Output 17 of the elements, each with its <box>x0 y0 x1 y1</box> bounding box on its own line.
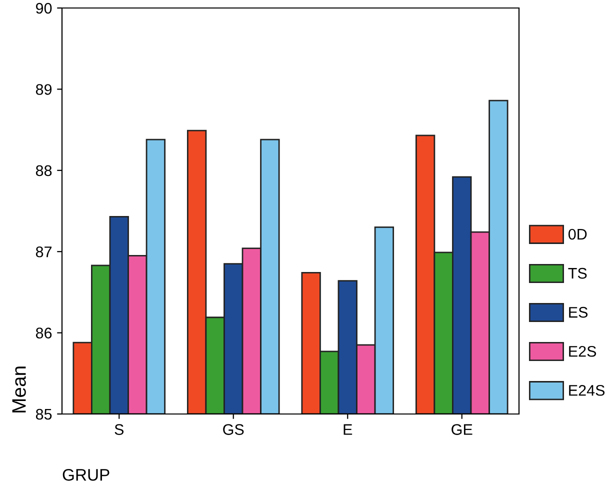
legend-label: TS <box>568 268 587 279</box>
legend-label: E24S <box>569 384 605 396</box>
x-tick-label: GE <box>452 424 472 435</box>
y-tick-label: 85 <box>36 408 52 420</box>
legend-label: E2S <box>569 346 596 357</box>
x-tick-label: S <box>114 424 124 435</box>
y-tick-label: 90 <box>36 2 52 14</box>
x-tick-label: E <box>344 424 352 435</box>
y-tick-label: 87 <box>36 246 52 258</box>
y-axis-title: Mean <box>12 366 26 412</box>
y-tick-label: 88 <box>36 165 52 176</box>
x-tick-label: GS <box>223 424 244 435</box>
legend-label: 0D <box>568 228 587 240</box>
legend-label: ES <box>569 306 588 318</box>
y-tick-label: 86 <box>36 328 52 338</box>
x-axis-title: GRUP <box>62 468 110 481</box>
y-tick-label: 89 <box>36 84 52 95</box>
